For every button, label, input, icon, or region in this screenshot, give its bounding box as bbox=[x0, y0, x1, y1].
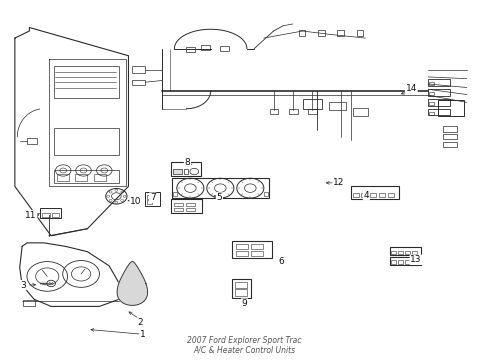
Bar bbox=[352, 108, 367, 116]
Bar bbox=[201, 45, 209, 50]
Bar bbox=[53, 128, 119, 154]
Bar bbox=[234, 282, 247, 288]
Bar bbox=[352, 193, 358, 197]
Bar bbox=[411, 251, 416, 254]
Bar bbox=[427, 99, 449, 105]
Text: 10: 10 bbox=[130, 197, 141, 206]
Bar bbox=[173, 169, 181, 174]
Bar bbox=[234, 289, 247, 296]
Bar bbox=[361, 193, 367, 197]
Bar bbox=[427, 109, 449, 116]
Bar bbox=[186, 208, 195, 211]
Bar bbox=[170, 199, 202, 213]
Text: 13: 13 bbox=[409, 255, 421, 264]
Bar bbox=[317, 30, 324, 36]
Bar bbox=[328, 102, 346, 111]
Text: 8: 8 bbox=[184, 158, 190, 167]
Bar bbox=[427, 80, 449, 86]
Bar bbox=[52, 213, 59, 217]
Bar bbox=[389, 257, 420, 265]
Bar bbox=[442, 126, 456, 132]
Bar bbox=[428, 92, 433, 95]
Bar bbox=[147, 195, 152, 199]
Bar bbox=[251, 244, 263, 249]
Bar bbox=[75, 174, 87, 181]
Bar bbox=[369, 193, 376, 197]
Bar bbox=[442, 142, 456, 147]
Bar bbox=[389, 247, 420, 255]
Text: 14: 14 bbox=[405, 84, 416, 93]
Text: 5: 5 bbox=[216, 193, 222, 202]
Bar bbox=[251, 251, 263, 256]
Bar bbox=[428, 82, 433, 85]
Bar bbox=[145, 192, 160, 206]
Bar bbox=[147, 200, 152, 204]
Bar bbox=[298, 30, 305, 36]
Text: 1: 1 bbox=[140, 330, 145, 339]
Bar bbox=[183, 169, 188, 174]
Bar bbox=[94, 174, 105, 181]
Bar bbox=[27, 138, 37, 144]
Bar bbox=[172, 178, 268, 198]
Bar bbox=[428, 112, 433, 115]
Bar bbox=[350, 186, 398, 199]
Bar bbox=[391, 260, 395, 264]
Bar bbox=[173, 192, 177, 196]
Bar bbox=[42, 213, 50, 217]
Text: 3: 3 bbox=[20, 281, 26, 290]
Bar bbox=[186, 46, 195, 51]
Bar bbox=[428, 102, 433, 105]
Bar bbox=[404, 251, 409, 254]
Bar bbox=[186, 203, 195, 206]
Text: 2: 2 bbox=[138, 318, 143, 327]
Bar bbox=[232, 279, 250, 298]
Bar bbox=[356, 30, 363, 36]
Bar bbox=[232, 241, 271, 258]
Text: 2007 Ford Explorer Sport Trac
A/C & Heater Control Units: 2007 Ford Explorer Sport Trac A/C & Heat… bbox=[187, 336, 301, 355]
Bar bbox=[23, 300, 35, 306]
Bar bbox=[302, 99, 321, 109]
Bar bbox=[132, 66, 145, 73]
Bar bbox=[170, 162, 200, 176]
Bar bbox=[235, 244, 247, 249]
Bar bbox=[174, 208, 183, 211]
Bar bbox=[235, 251, 247, 256]
Bar bbox=[53, 171, 119, 183]
Polygon shape bbox=[117, 262, 147, 305]
Bar bbox=[442, 134, 456, 139]
Text: 11: 11 bbox=[25, 211, 37, 220]
Bar bbox=[174, 203, 183, 206]
Bar bbox=[269, 109, 278, 114]
Bar bbox=[132, 80, 145, 85]
Text: 9: 9 bbox=[241, 299, 247, 308]
Bar bbox=[41, 208, 61, 218]
Bar bbox=[404, 260, 409, 264]
Text: 7: 7 bbox=[149, 193, 155, 202]
Bar bbox=[437, 100, 464, 116]
Bar bbox=[397, 251, 402, 254]
Bar bbox=[391, 251, 395, 254]
Text: 12: 12 bbox=[332, 178, 344, 187]
Bar bbox=[378, 193, 385, 197]
Bar bbox=[264, 192, 267, 196]
Bar bbox=[53, 66, 119, 98]
Bar bbox=[427, 89, 449, 96]
Text: 6: 6 bbox=[277, 257, 283, 266]
Bar bbox=[288, 109, 297, 114]
Bar bbox=[57, 174, 69, 181]
Text: 4: 4 bbox=[363, 191, 368, 200]
Bar bbox=[220, 46, 228, 51]
Bar bbox=[337, 30, 344, 36]
Bar bbox=[308, 109, 316, 114]
Bar bbox=[397, 260, 402, 264]
Bar bbox=[411, 260, 416, 264]
Bar bbox=[387, 193, 393, 197]
